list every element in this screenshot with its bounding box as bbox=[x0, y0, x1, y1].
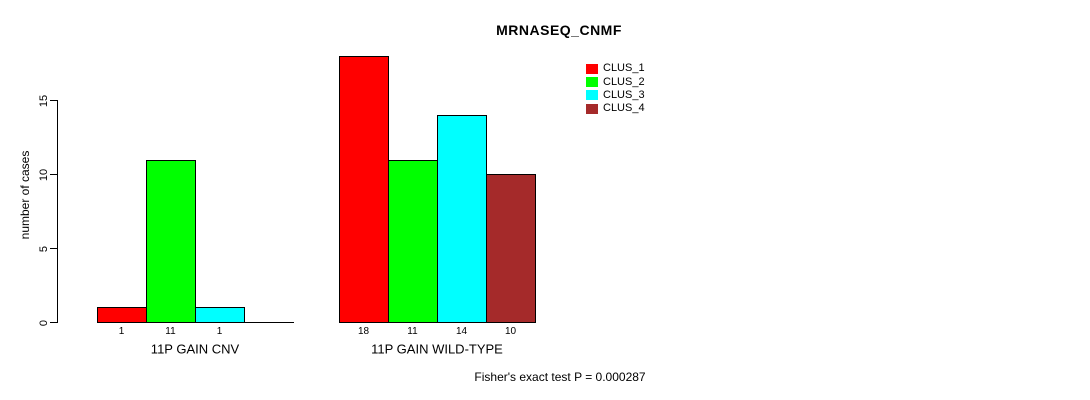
legend-label: CLUS_1 bbox=[603, 62, 645, 75]
fisher-test-annotation: Fisher's exact test P = 0.000287 bbox=[474, 370, 646, 384]
y-axis-tick bbox=[50, 248, 57, 250]
y-axis-tick-label: 15 bbox=[38, 94, 50, 108]
y-axis-tick bbox=[50, 100, 57, 102]
bar-value-label: 1 bbox=[216, 326, 223, 337]
legend-item: CLUS_1 bbox=[586, 62, 645, 75]
bar-clus_3 bbox=[437, 115, 487, 323]
bar-clus_3 bbox=[195, 307, 245, 323]
y-axis-tick bbox=[50, 174, 57, 176]
bar-value-label: 14 bbox=[455, 326, 468, 337]
bar-value-label: 18 bbox=[357, 326, 370, 337]
bar-value-label: 11 bbox=[407, 326, 418, 337]
legend-item: CLUS_4 bbox=[586, 102, 645, 115]
y-axis-tick-label: 0 bbox=[38, 319, 50, 326]
group-label: 11P GAIN WILD-TYPE bbox=[371, 341, 503, 357]
legend-swatch-clus_4 bbox=[586, 103, 598, 114]
bar-clus_2 bbox=[146, 159, 196, 323]
y-axis-tick-label: 10 bbox=[38, 168, 50, 181]
y-axis-tick-label: 5 bbox=[38, 245, 50, 252]
legend-swatch-clus_2 bbox=[586, 77, 598, 88]
chart-title: MRNASEQ_CNMF bbox=[496, 22, 622, 38]
bar-clus_1 bbox=[339, 56, 389, 323]
bar-clus_4 bbox=[486, 174, 536, 323]
legend-swatch-clus_1 bbox=[586, 63, 598, 74]
bar-clus_2 bbox=[388, 159, 438, 323]
bar-clus_1 bbox=[97, 307, 147, 323]
bar-value-label: 11 bbox=[165, 326, 176, 337]
group-label: 11P GAIN CNV bbox=[150, 341, 240, 357]
bar-value-label: 1 bbox=[118, 326, 125, 337]
y-axis-title: number of cases bbox=[18, 150, 32, 240]
y-axis-tick bbox=[50, 322, 57, 323]
legend-label: CLUS_3 bbox=[603, 88, 645, 101]
legend-label: CLUS_4 bbox=[603, 102, 645, 115]
legend-item: CLUS_3 bbox=[586, 89, 645, 102]
legend-item: CLUS_2 bbox=[586, 75, 645, 88]
bar-value-label: 10 bbox=[504, 326, 517, 337]
legend: CLUS_1 CLUS_2 CLUS_3 CLUS_4 bbox=[586, 62, 645, 116]
legend-label: CLUS_2 bbox=[603, 75, 645, 88]
y-axis-line bbox=[57, 100, 58, 323]
legend-swatch-clus_3 bbox=[586, 90, 598, 101]
